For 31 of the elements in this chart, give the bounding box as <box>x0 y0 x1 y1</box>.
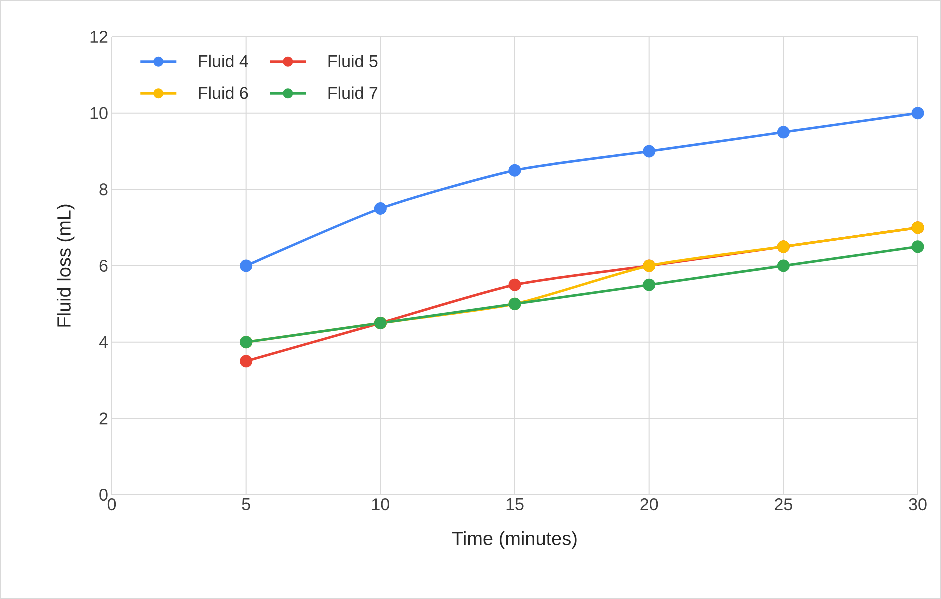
x-tick-label: 20 <box>640 498 658 511</box>
point <box>777 260 790 272</box>
y-axis-title: Fluid loss (mL) <box>56 204 75 327</box>
legend-label: Fluid 5 <box>328 54 378 68</box>
x-tick-label: 25 <box>775 498 792 511</box>
legend-label: Fluid 4 <box>199 54 248 68</box>
x-tick-label: 15 <box>506 498 524 510</box>
y-tick-label: 8 <box>100 184 108 196</box>
y-tick-label: 6 <box>100 260 108 272</box>
y-tick-label: 12 <box>90 31 108 43</box>
y-tick-label: 0 <box>100 488 108 502</box>
point <box>374 202 387 215</box>
point <box>912 107 924 120</box>
y-tick-label: 10 <box>90 107 108 120</box>
x-tick-label: 30 <box>909 498 927 511</box>
point <box>240 260 253 272</box>
x-axis-title: Time (minutes) <box>452 531 577 550</box>
x-tick-label: 0 <box>108 498 116 511</box>
x-tick-label: 10 <box>372 498 390 511</box>
y-tick-label: 4 <box>99 336 108 348</box>
legend-label: Fluid 6 <box>199 86 248 100</box>
point <box>912 240 924 254</box>
point <box>508 164 522 177</box>
y-tick-label: 2 <box>100 412 108 425</box>
point <box>643 278 656 292</box>
point <box>508 278 522 292</box>
point <box>240 355 253 368</box>
legend-label: Fluid 7 <box>328 86 378 100</box>
point <box>643 145 656 158</box>
point <box>777 126 790 139</box>
x-tick-label: 5 <box>242 498 250 510</box>
